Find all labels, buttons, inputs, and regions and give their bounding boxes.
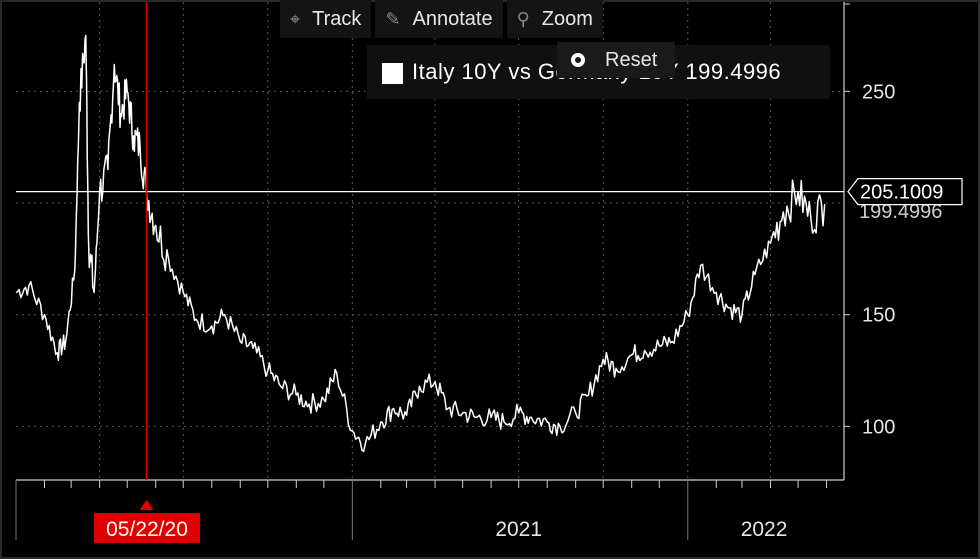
pencil-icon: ✎ [385, 8, 401, 29]
legend-swatch [382, 63, 403, 84]
series-line-italy-germany [15, 34, 826, 453]
crosshair-date-label: 05/22/20 [106, 518, 188, 541]
crosshair-value-label-bg [847, 178, 963, 206]
reset-label: Reset [605, 48, 658, 71]
y-tick-label: 100 [862, 416, 895, 438]
legend-series-label: Italy 10Y vs Germany 10Y 199.4996 [412, 59, 781, 85]
x-tick-label: 2021 [495, 518, 542, 541]
zoom-button[interactable]: ⚲ Zoom [506, 0, 603, 38]
magnifier-icon: ⚲ [516, 8, 530, 29]
annotate-label: Annotate [412, 7, 493, 30]
last-value-label: 199.4996 [859, 201, 942, 223]
crosshair-date-label-bg [94, 513, 200, 543]
zoom-label: Zoom [541, 7, 593, 30]
crosshair-icon: ⌖ [290, 8, 301, 29]
track-label: Track [312, 7, 362, 30]
track-button[interactable]: ⌖ Track [280, 0, 372, 38]
axes: 100 150 250 2021 2022 [15, 2, 895, 541]
reset-icon [571, 53, 585, 67]
legend-series-value: 199.4996 [685, 59, 782, 84]
series-layer [15, 34, 826, 453]
crosshair-date-marker [139, 500, 154, 510]
chart-toolbar: ⌖ Track ✎ Annotate ⚲ Zoom [280, 0, 603, 38]
y-tick-label: 250 [862, 81, 895, 103]
x-tick-label: 2022 [741, 518, 788, 541]
crosshair-value-label: 205.1009 [860, 182, 943, 204]
y-tick-label: 150 [862, 305, 895, 327]
reset-button[interactable]: Reset [557, 42, 675, 78]
annotate-button[interactable]: ✎ Annotate [375, 0, 503, 38]
